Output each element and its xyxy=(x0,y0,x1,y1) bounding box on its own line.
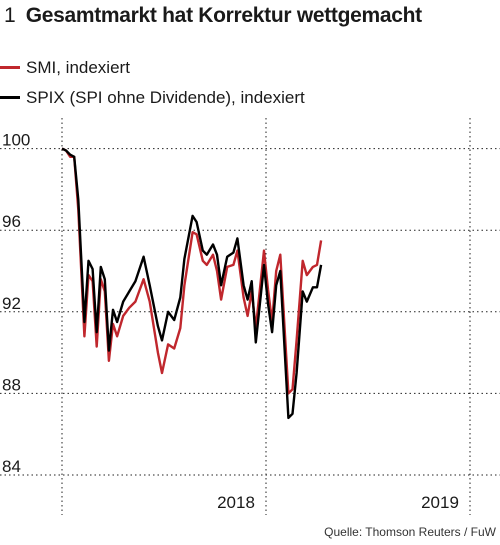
y-tick-label: 100 xyxy=(2,131,30,150)
chart-number: 1 xyxy=(4,4,16,27)
x-tick-label: 2019 xyxy=(421,493,459,512)
source-note: Quelle: Thomson Reuters / FuW xyxy=(324,525,496,539)
x-tick-label: 2018 xyxy=(217,493,255,512)
series-line-spix xyxy=(61,147,323,420)
legend-label-spix: SPIX (SPI ohne Dividende), indexiert xyxy=(26,88,305,107)
y-tick-label: 88 xyxy=(2,375,21,394)
legend-swatch-spix xyxy=(0,95,20,99)
y-tick-label: 92 xyxy=(2,294,21,313)
y-tick-label: 84 xyxy=(2,457,21,476)
legend-swatch-smi xyxy=(0,65,20,69)
legend-item-spix: SPIX (SPI ohne Dividende), indexiert xyxy=(0,88,305,108)
chart-title-row: 1 Gesamtmarkt hat Korrektur wettgemacht xyxy=(4,4,422,28)
legend-label-smi: SMI, indexiert xyxy=(26,58,130,77)
chart-title: Gesamtmarkt hat Korrektur wettgemacht xyxy=(25,4,422,27)
legend-item-smi: SMI, indexiert xyxy=(0,58,130,78)
y-tick-label: 96 xyxy=(2,212,21,231)
